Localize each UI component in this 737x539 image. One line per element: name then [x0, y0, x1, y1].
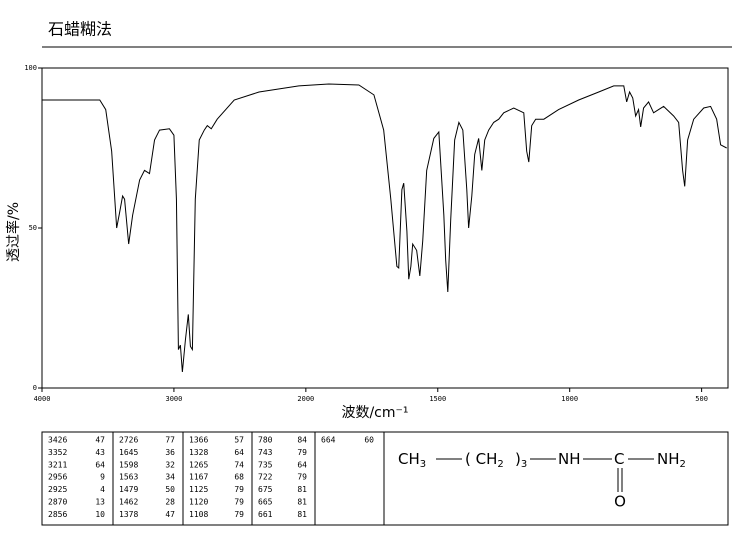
peak-wavenumber: 1378	[119, 510, 138, 519]
peak-transmittance: 68	[234, 473, 244, 482]
y-tick-label: 50	[29, 224, 37, 232]
peak-transmittance: 13	[95, 498, 105, 507]
peak-wavenumber: 3352	[48, 448, 67, 457]
peak-wavenumber: 2856	[48, 510, 67, 519]
peak-wavenumber: 1125	[189, 485, 208, 494]
peak-transmittance: 34	[165, 473, 175, 482]
structure-atom: ( CH	[465, 450, 497, 468]
peak-transmittance: 64	[95, 460, 105, 469]
structure-group: ( CH2	[465, 450, 504, 471]
structure-group: NH2	[657, 450, 686, 471]
peak-transmittance: 79	[297, 448, 307, 457]
structure-bonds	[436, 458, 654, 492]
structure-group: NH	[558, 450, 581, 468]
peak-transmittance: 47	[165, 510, 175, 519]
peak-transmittance: 81	[297, 485, 307, 494]
peak-transmittance: 74	[234, 460, 244, 469]
peak-transmittance: 64	[234, 448, 244, 457]
structure-atom: C	[614, 450, 624, 468]
peak-wavenumber: 1120	[189, 498, 208, 507]
chart-title: 石蜡糊法	[48, 20, 112, 39]
peak-wavenumber: 2870	[48, 498, 67, 507]
peak-transmittance: 84	[297, 436, 307, 445]
peak-transmittance: 4	[100, 485, 105, 494]
y-axis-label: 透过率/%	[5, 202, 22, 262]
peak-wavenumber: 722	[258, 473, 273, 482]
peak-wavenumber: 3211	[48, 460, 67, 469]
x-tick-label: 500	[695, 395, 708, 403]
x-axis-label: 波数/cm⁻¹	[341, 405, 408, 421]
peak-transmittance: 79	[297, 473, 307, 482]
peak-wavenumber: 661	[258, 510, 273, 519]
peak-transmittance: 43	[95, 448, 105, 457]
y-tick-label: 0	[33, 384, 37, 392]
peak-transmittance: 79	[234, 485, 244, 494]
peak-wavenumber: 675	[258, 485, 273, 494]
peak-transmittance: 9	[100, 473, 105, 482]
structure-subscript: 2	[497, 459, 503, 470]
structure-group: C	[614, 450, 624, 468]
peak-wavenumber: 2726	[119, 436, 138, 445]
peak-transmittance: 32	[165, 460, 175, 469]
peak-transmittance: 28	[165, 498, 175, 507]
peak-wavenumber: 2925	[48, 485, 67, 494]
peak-transmittance: 79	[234, 510, 244, 519]
peak-wavenumber: 1462	[119, 498, 138, 507]
peak-wavenumber: 1645	[119, 448, 138, 457]
plot-frame	[41, 67, 729, 389]
peak-wavenumber: 1265	[189, 460, 208, 469]
peak-transmittance: 36	[165, 448, 175, 457]
x-tick-label: 1000	[561, 395, 578, 403]
peak-transmittance: 10	[95, 510, 105, 519]
spectrum-line	[42, 83, 727, 373]
x-tick-label: 2000	[297, 395, 314, 403]
peak-transmittance: 60	[364, 436, 374, 445]
table-dividers	[112, 432, 385, 525]
peak-transmittance: 47	[95, 436, 105, 445]
peak-transmittance: 81	[297, 510, 307, 519]
structure-atom: NH	[657, 450, 680, 468]
peak-wavenumber: 1479	[119, 485, 138, 494]
x-tick-label: 4000	[34, 395, 51, 403]
x-tick-label: 3000	[165, 395, 182, 403]
peak-wavenumber: 735	[258, 460, 273, 469]
peak-wavenumber: 1108	[189, 510, 208, 519]
peak-wavenumber: 1328	[189, 448, 208, 457]
x-tick-label: 1500	[429, 395, 446, 403]
peak-wavenumber: 1598	[119, 460, 138, 469]
structure-subscript: 3	[420, 459, 426, 470]
table-frame	[41, 431, 729, 526]
peak-transmittance: 64	[297, 460, 307, 469]
y-tick-label: 100	[24, 64, 37, 72]
peak-transmittance: 81	[297, 498, 307, 507]
structure-group: )3	[515, 450, 527, 471]
structure-group: CH3	[398, 450, 426, 471]
peak-wavenumber: 2956	[48, 473, 67, 482]
peak-wavenumber: 743	[258, 448, 273, 457]
structure-oxygen: O	[614, 493, 626, 511]
peak-transmittance: 77	[165, 436, 175, 445]
peak-wavenumber: 1167	[189, 473, 208, 482]
structure-subscript: 2	[680, 459, 686, 470]
structure-atom: )	[515, 450, 521, 468]
peak-transmittance: 57	[234, 436, 244, 445]
peak-wavenumber: 665	[258, 498, 273, 507]
peak-wavenumber: 780	[258, 436, 273, 445]
peak-wavenumber: 1563	[119, 473, 138, 482]
structure-atom: NH	[558, 450, 581, 468]
peak-wavenumber: 3426	[48, 436, 67, 445]
peak-wavenumber: 664	[321, 436, 336, 445]
peak-transmittance: 50	[165, 485, 175, 494]
peak-transmittance: 79	[234, 498, 244, 507]
structure-subscript: 3	[521, 459, 527, 470]
structure-atom: CH	[398, 450, 420, 468]
peak-wavenumber: 1366	[189, 436, 208, 445]
